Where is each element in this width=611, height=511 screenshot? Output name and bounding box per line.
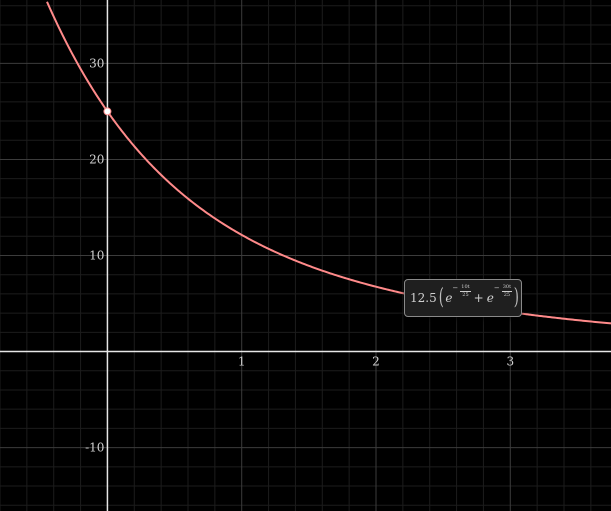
formula-minus-2: − xyxy=(493,283,500,292)
y-tick-label: -10 xyxy=(85,441,104,455)
formula-coefficient: 12.5 xyxy=(410,291,437,305)
y-tick-label: 20 xyxy=(89,152,104,166)
formula-label[interactable]: 12.5 ( e − 10t 25 + e − 30t 25 ) xyxy=(404,279,522,317)
formula-numerator-1: 10t xyxy=(460,283,471,292)
formula-close-paren: ) xyxy=(513,285,519,310)
formula-open-paren: ( xyxy=(438,285,444,310)
formula-fraction-2: 30t 25 xyxy=(501,283,513,299)
y-intercept-point[interactable] xyxy=(103,107,112,116)
formula-numerator-2: 30t xyxy=(501,283,513,292)
x-tick-label: 2 xyxy=(372,355,380,369)
x-tick-label: 1 xyxy=(238,355,246,369)
formula-exponent-2: − 30t 25 xyxy=(493,283,513,299)
y-tick-label: 10 xyxy=(89,249,104,263)
formula-plus: + xyxy=(473,291,484,305)
formula-denominator-2: 25 xyxy=(503,291,511,298)
tick-labels: 1 2 3 -10 10 20 30 xyxy=(85,56,514,454)
formula-minus-1: − xyxy=(452,283,459,292)
formula-denominator-1: 25 xyxy=(462,291,469,298)
formula-fraction-1: 10t 25 xyxy=(460,283,471,299)
formula-exponent-1: − 10t 25 xyxy=(452,283,471,299)
y-tick-label: 30 xyxy=(89,56,104,70)
formula-base-2: e xyxy=(486,291,494,305)
formula-base-1: e xyxy=(445,291,453,305)
x-tick-label: 3 xyxy=(506,355,514,369)
